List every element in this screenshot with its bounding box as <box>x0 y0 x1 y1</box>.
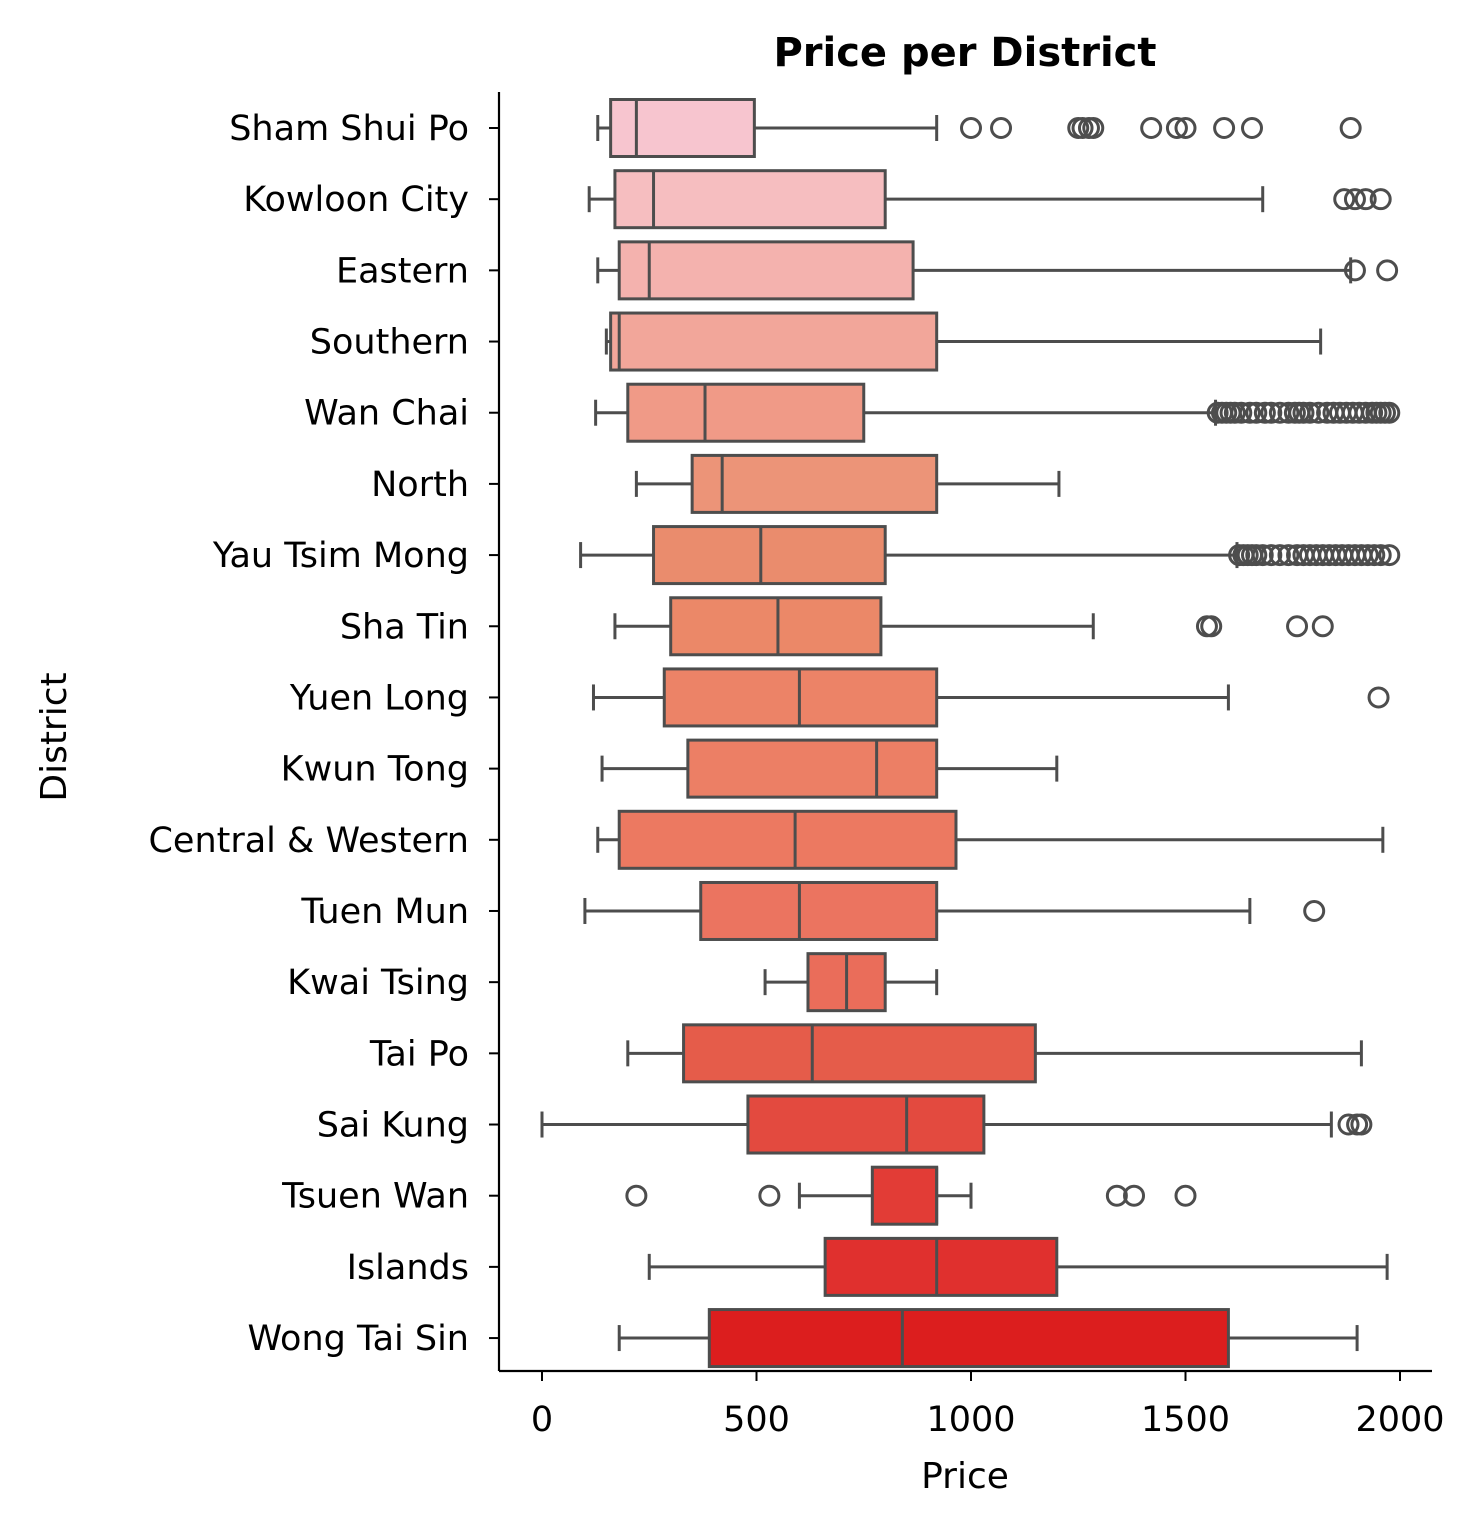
outlier-point <box>1174 117 1197 139</box>
outlier-point <box>960 117 982 139</box>
y-tick-label: Kwun Tong <box>281 750 469 790</box>
outlier-point <box>1369 188 1392 211</box>
outlier-point <box>1174 1184 1197 1207</box>
y-tick-label: Wan Chai <box>304 394 469 434</box>
y-tick-label: Tuen Mun <box>300 892 469 932</box>
outlier-point <box>1253 401 1276 424</box>
outlier-point <box>1303 899 1326 922</box>
outlier-point <box>1165 117 1188 139</box>
box-iqr <box>617 240 915 301</box>
y-tick-label: Tsuen Wan <box>281 1177 469 1217</box>
box-iqr <box>652 525 887 586</box>
box-iqr <box>617 809 958 870</box>
x-tick-label: 2000 <box>1355 1400 1444 1440</box>
outlier-point <box>1337 1113 1360 1136</box>
outlier-point <box>1200 615 1223 638</box>
box-iqr <box>682 1023 1037 1084</box>
y-tick-label: Southern <box>310 323 469 363</box>
outlier-point <box>1251 544 1274 567</box>
outlier-point <box>1292 401 1315 424</box>
box-iqr <box>626 382 866 443</box>
y-tick-label: North <box>371 465 469 505</box>
chart-title: Price per District <box>773 30 1156 76</box>
x-tick-label: 1500 <box>1141 1400 1230 1440</box>
y-tick-label: Yau Tsim Mong <box>212 536 469 576</box>
outlier-point <box>1286 615 1309 638</box>
outlier-point <box>1363 544 1386 567</box>
outlier-point <box>1298 401 1321 424</box>
y-axis-label: District <box>34 672 75 801</box>
outlier-point <box>990 117 1013 139</box>
outlier-point <box>1277 544 1300 567</box>
outlier-point <box>1307 401 1330 424</box>
outlier-point <box>758 1184 781 1207</box>
outlier-point <box>1238 401 1261 424</box>
outlier-point <box>1123 1184 1146 1207</box>
box-iqr <box>609 98 756 158</box>
outlier-point <box>625 1184 648 1207</box>
y-tick-label: Tai Po <box>369 1034 469 1074</box>
outlier-point <box>1339 117 1362 139</box>
y-tick-label: Sha Tin <box>340 607 469 647</box>
box-iqr <box>699 880 939 941</box>
outlier-point <box>1268 544 1291 567</box>
y-tick-label: Wong Tai Sin <box>247 1319 469 1359</box>
x-tick-label: 500 <box>723 1400 790 1440</box>
outlier-point <box>1071 117 1094 139</box>
outlier-point <box>1245 544 1268 567</box>
y-tick-label: Kowloon City <box>243 180 469 220</box>
outlier-point <box>1082 117 1105 139</box>
outlier-point <box>1311 615 1334 638</box>
box-iqr <box>686 738 939 799</box>
outlier-point <box>1260 544 1283 567</box>
y-tick-label: Kwai Tsing <box>287 963 469 1003</box>
outlier-point <box>1376 259 1399 282</box>
box-iqr <box>669 596 883 657</box>
x-tick-label: 0 <box>531 1400 553 1440</box>
box-iqr <box>690 453 939 514</box>
box-iqr <box>870 1165 939 1226</box>
x-tick-label: 1000 <box>926 1400 1015 1440</box>
box-iqr <box>823 1236 1059 1297</box>
outlier-point <box>1260 401 1283 424</box>
box-iqr <box>746 1094 986 1155</box>
outlier-point <box>1213 117 1236 139</box>
y-tick-label: Islands <box>347 1248 469 1288</box>
box-iqr <box>613 169 887 230</box>
outlier-point <box>1333 188 1356 211</box>
outlier-point <box>1140 117 1163 139</box>
outlier-point <box>1356 544 1379 567</box>
outlier-point <box>1277 401 1300 424</box>
outlier-point <box>1343 188 1366 211</box>
outlier-point <box>1354 188 1377 211</box>
outlier-point <box>1245 401 1268 424</box>
box-iqr <box>609 311 939 372</box>
outlier-point <box>1223 401 1246 424</box>
outlier-point <box>1230 401 1253 424</box>
box-iqr <box>707 1308 1230 1369</box>
y-tick-label: Sham Shui Po <box>229 109 469 149</box>
outlier-point <box>1350 1113 1373 1136</box>
outlier-point <box>1378 544 1401 567</box>
outlier-point <box>1369 544 1392 567</box>
y-tick-label: Yuen Long <box>289 678 469 718</box>
outlier-point <box>1367 686 1390 709</box>
outlier-point <box>1378 401 1401 424</box>
outlier-point <box>1348 401 1371 424</box>
y-tick-label: Sai Kung <box>317 1106 469 1146</box>
plot-area: 0 500 1000 1500 2000 Sham Shui Po Kowloon City… <box>148 92 1445 1440</box>
outlier-point <box>1343 259 1366 282</box>
y-tick-label: Eastern <box>336 251 469 291</box>
outlier-point <box>1105 1184 1128 1207</box>
y-tick-label: Central & Western <box>148 821 469 861</box>
x-axis-label: Price <box>921 1456 1009 1497</box>
outlier-point <box>1240 117 1263 139</box>
